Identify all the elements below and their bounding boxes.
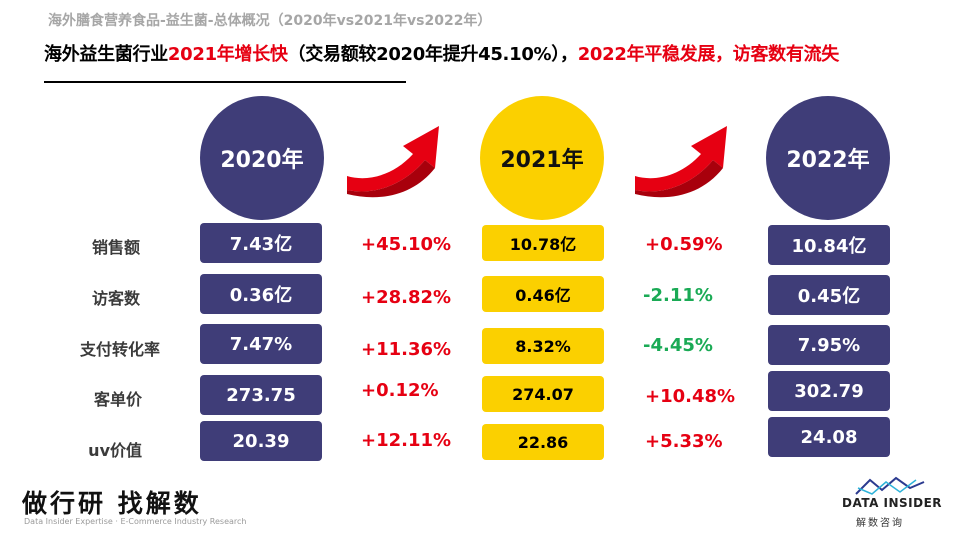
value-2021-uv-value: 22.86 bbox=[482, 424, 604, 460]
change-2022-uv-value: +5.33% bbox=[645, 431, 723, 452]
change-2021-conversion: +11.36% bbox=[361, 339, 452, 360]
page-title: 海外益生菌行业2021年增长快（交易额较2020年提升45.10%），2022年… bbox=[44, 40, 839, 66]
value-2022-visitors: 0.45亿 bbox=[768, 275, 890, 315]
breadcrumb: 海外膳食营养食品-益生菌-总体概况（2020年vs2021年vs2022年） bbox=[48, 13, 492, 29]
footer-tagline: Data Insider Expertise · E-Commerce Indu… bbox=[24, 517, 247, 526]
metric-label-conversion: 支付转化率 bbox=[79, 340, 160, 359]
year-label: 2022年 bbox=[786, 148, 870, 173]
headline-part-2: 2021年增长快 bbox=[167, 44, 288, 65]
change-2022-sales: +0.59% bbox=[645, 234, 723, 255]
growth-arrow-icon bbox=[635, 126, 727, 198]
value-2022-uv-value: 24.08 bbox=[768, 417, 890, 457]
value-2020-visitors: 0.36亿 bbox=[200, 274, 322, 314]
year-circle-2022: 2022年 bbox=[766, 96, 890, 220]
value-2021-visitors: 0.46亿 bbox=[482, 276, 604, 312]
title-underline bbox=[44, 81, 406, 83]
value-2022-sales: 10.84亿 bbox=[768, 225, 890, 265]
metric-label-uv-value: uv价值 bbox=[88, 441, 142, 460]
metric-label-sales: 销售额 bbox=[91, 238, 140, 257]
value-2022-conversion: 7.95% bbox=[768, 325, 890, 365]
value-2021-conversion: 8.32% bbox=[482, 328, 604, 364]
headline-part-3: （交易额较2020年提升45.10%）， bbox=[287, 44, 578, 65]
value-2020-sales: 7.43亿 bbox=[200, 223, 322, 263]
change-2022-visitors: -2.11% bbox=[643, 285, 713, 306]
change-2021-aov: +0.12% bbox=[361, 380, 439, 401]
value-2020-aov: 273.75 bbox=[200, 375, 322, 415]
value-2020-conversion: 7.47% bbox=[200, 324, 322, 364]
value-2020-uv-value: 20.39 bbox=[200, 421, 322, 461]
change-2022-aov: +10.48% bbox=[645, 386, 736, 407]
year-circle-2021: 2021年 bbox=[480, 96, 604, 220]
value-2022-aov: 302.79 bbox=[768, 371, 890, 411]
growth-arrow-icon bbox=[347, 126, 439, 198]
year-label: 2021年 bbox=[500, 148, 584, 173]
headline-part-4: 2022年平稳发展，访客数有流失 bbox=[577, 44, 840, 65]
metric-label-aov: 客单价 bbox=[93, 390, 142, 409]
change-2022-conversion: -4.45% bbox=[643, 335, 713, 356]
data-insider-logo-icon bbox=[855, 476, 925, 495]
footer-slogan: 做行研 找解数 bbox=[22, 489, 202, 518]
change-2021-visitors: +28.82% bbox=[361, 287, 452, 308]
change-2021-uv-value: +12.11% bbox=[361, 430, 452, 451]
value-2021-aov: 274.07 bbox=[482, 376, 604, 412]
year-label: 2020年 bbox=[220, 148, 304, 173]
value-2021-sales: 10.78亿 bbox=[482, 225, 604, 261]
year-circle-2020: 2020年 bbox=[200, 96, 324, 220]
headline-part-1: 海外益生菌行业 bbox=[44, 44, 168, 65]
brand-name: DATA INSIDER bbox=[842, 496, 943, 510]
metric-label-visitors: 访客数 bbox=[91, 289, 140, 308]
brand-name-cn: 解数咨询 bbox=[856, 518, 904, 529]
change-2021-sales: +45.10% bbox=[361, 234, 452, 255]
